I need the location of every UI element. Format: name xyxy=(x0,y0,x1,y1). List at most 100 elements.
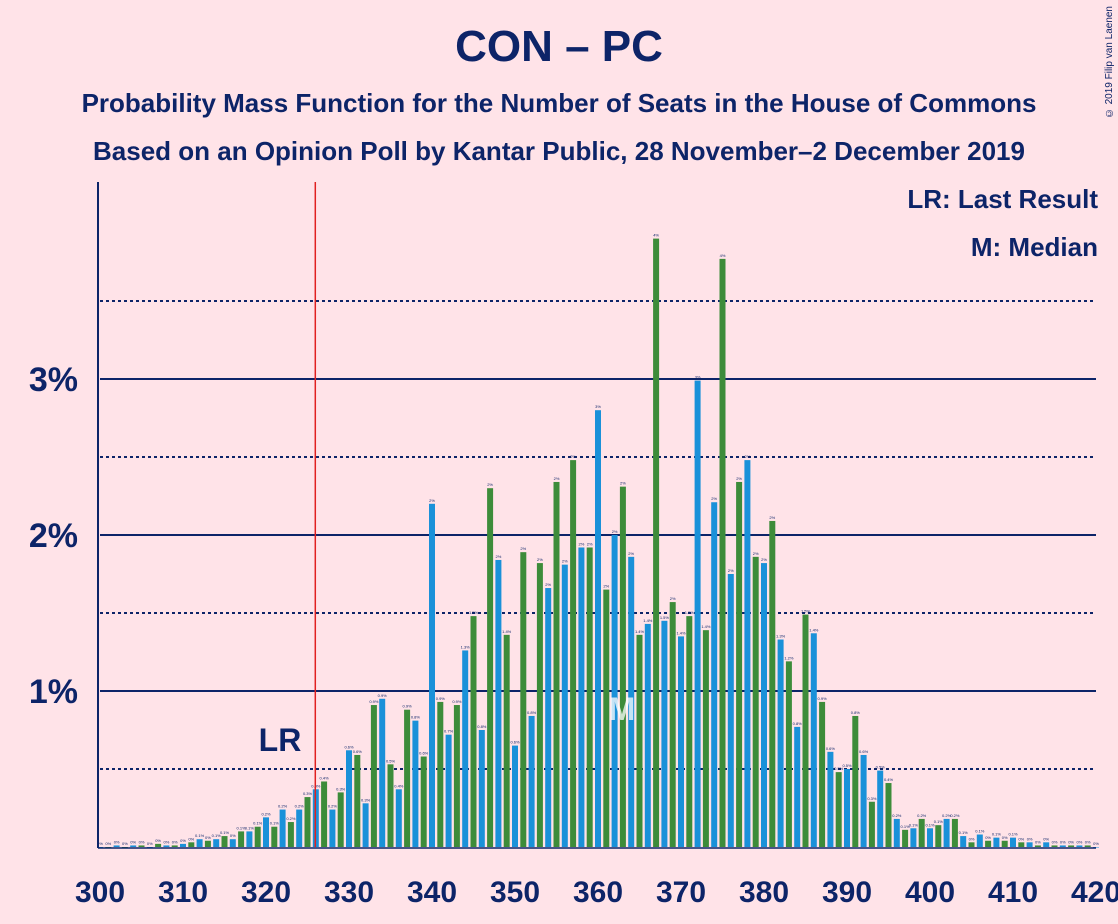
bar-311 xyxy=(188,842,195,847)
bar-data-label: 0.2% xyxy=(286,816,296,821)
bar-325 xyxy=(304,797,311,847)
bar-data-label: 0.6% xyxy=(510,740,520,745)
bar-345 xyxy=(470,616,477,847)
bar-305 xyxy=(138,845,145,847)
median-label: M xyxy=(609,691,636,727)
bar-316 xyxy=(229,839,236,847)
bar-334 xyxy=(379,698,386,847)
bar-data-label: 0.2% xyxy=(328,804,338,809)
bar-data-label: 2% xyxy=(429,498,435,503)
bar-data-label: 0.5% xyxy=(876,765,886,770)
bar-411 xyxy=(1018,842,1025,847)
x-tick-label: 350 xyxy=(490,876,540,909)
bar-386 xyxy=(810,633,817,847)
bar-378 xyxy=(744,460,751,847)
bar-320 xyxy=(263,817,269,847)
bar-328 xyxy=(329,809,336,847)
bar-337 xyxy=(404,709,411,847)
bar-data-label: 0.9% xyxy=(436,696,446,701)
bar-data-label: 2% xyxy=(520,546,526,551)
bar-data-label: 1.4% xyxy=(502,629,512,634)
bar-data-label: 1.4% xyxy=(701,624,711,629)
bar-data-label: 0% xyxy=(1027,836,1033,841)
bar-364 xyxy=(628,556,635,847)
bar-data-label: 0.2% xyxy=(278,804,288,809)
x-tick-label: 340 xyxy=(407,876,457,909)
bar-416 xyxy=(1059,845,1066,847)
bar-383 xyxy=(785,661,792,847)
bar-361 xyxy=(603,589,610,847)
bar-354 xyxy=(545,588,552,847)
bar-data-label: 2% xyxy=(562,559,568,564)
bar-data-label: 0.9% xyxy=(818,696,828,701)
bar-data-label: 1.4% xyxy=(676,630,686,635)
bar-377 xyxy=(736,481,743,847)
legend-last-result: LR: Last Result xyxy=(907,184,1098,214)
bar-333 xyxy=(370,705,377,847)
bar-399 xyxy=(918,818,925,847)
bar-data-label: 3% xyxy=(595,404,601,409)
bar-data-label: 0% xyxy=(164,839,170,844)
bar-data-label: 0% xyxy=(188,836,194,841)
bar-data-label: 0.1% xyxy=(270,821,280,826)
bar-data-label: 0% xyxy=(139,839,145,844)
bar-329 xyxy=(337,792,344,847)
bar-379 xyxy=(752,556,759,847)
bar-data-label: 2% xyxy=(587,541,593,546)
bar-data-label: 0% xyxy=(130,839,136,844)
bar-380 xyxy=(761,563,767,847)
bar-data-label: 0.6% xyxy=(419,751,429,756)
bar-data-label: 0% xyxy=(1093,841,1099,846)
bar-358 xyxy=(578,547,585,847)
bar-355 xyxy=(553,481,560,847)
bar-data-label: 0% xyxy=(97,841,103,846)
bar-317 xyxy=(238,831,245,847)
bar-321 xyxy=(271,826,278,847)
bar-357 xyxy=(570,460,577,847)
bar-data-label: 2% xyxy=(670,596,676,601)
bar-315 xyxy=(221,836,228,847)
last-result-label: LR xyxy=(259,722,302,758)
bar-data-label: 0.2% xyxy=(942,813,952,818)
bar-data-label: 0.1% xyxy=(909,822,919,827)
bar-data-label: 1.4% xyxy=(809,627,819,632)
bar-data-label: 2% xyxy=(603,584,609,589)
bar-397 xyxy=(902,829,909,847)
bar-data-label: 0.1% xyxy=(237,825,247,830)
bar-data-label: 0.1% xyxy=(934,819,944,824)
bar-data-label: 0% xyxy=(180,838,186,843)
bar-data-label: 0.9% xyxy=(403,704,413,709)
bar-360 xyxy=(595,410,601,847)
bar-324 xyxy=(296,809,303,847)
x-tick-label: 420 xyxy=(1071,876,1118,909)
bar-data-label: 1.5% xyxy=(469,610,479,615)
bar-data-label: 0.4% xyxy=(884,777,894,782)
bar-data-label: 0.3% xyxy=(361,797,371,802)
bar-data-label: 0.6% xyxy=(353,749,363,754)
bar-data-label: 0.7% xyxy=(444,729,454,734)
bar-340 xyxy=(429,503,435,847)
bar-data-label: 0.1% xyxy=(959,830,969,835)
bar-350 xyxy=(512,745,518,847)
bar-data-label: 0% xyxy=(230,833,236,838)
bar-data-label: 2% xyxy=(628,551,634,556)
bar-data-label: 1.3% xyxy=(461,644,471,649)
x-tick-label: 390 xyxy=(822,876,872,909)
bar-data-label: 2% xyxy=(769,515,775,520)
bar-data-label: 2% xyxy=(753,551,759,556)
bar-352 xyxy=(528,715,535,847)
bar-data-label: 0.8% xyxy=(477,724,487,729)
bar-374 xyxy=(711,502,718,847)
bar-data-label: 0.2% xyxy=(950,813,960,818)
bar-data-label: 0.1% xyxy=(212,833,222,838)
bar-406 xyxy=(976,834,983,847)
bar-data-label: 0.8% xyxy=(851,710,861,715)
bar-data-label: 0.3% xyxy=(867,796,877,801)
bar-data-label: 1.5% xyxy=(660,615,670,620)
bar-366 xyxy=(644,623,651,847)
bar-339 xyxy=(420,756,427,847)
bar-data-label: 0.1% xyxy=(1008,832,1018,837)
bar-data-label: 0.3% xyxy=(303,791,313,796)
bar-343 xyxy=(453,705,460,847)
x-tick-label: 370 xyxy=(656,876,706,909)
